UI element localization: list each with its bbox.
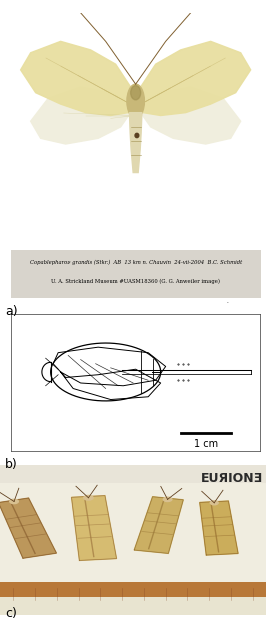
FancyBboxPatch shape [11,314,261,452]
Ellipse shape [210,501,218,504]
FancyBboxPatch shape [0,483,266,588]
Text: b): b) [5,458,18,470]
Text: ·: · [226,298,230,308]
Polygon shape [0,498,56,558]
Ellipse shape [135,133,139,138]
Ellipse shape [127,84,144,119]
Polygon shape [72,495,117,560]
Text: 1 cm: 1 cm [194,438,218,449]
Polygon shape [200,501,238,555]
FancyBboxPatch shape [0,465,266,615]
Polygon shape [31,87,131,144]
Ellipse shape [163,497,172,501]
Polygon shape [134,497,183,553]
FancyBboxPatch shape [11,249,261,298]
Ellipse shape [10,499,18,504]
Ellipse shape [84,495,93,500]
Polygon shape [136,41,251,115]
Text: c): c) [5,608,17,620]
Text: Copablepharον grandis (Stkr.)  AB  13 km n. Chauvin  24-vii-2004  B.C. Schmidt: Copablepharον grandis (Stkr.) AB 13 km n… [30,260,242,265]
Text: 5 mm: 5 mm [130,238,142,242]
FancyBboxPatch shape [0,582,266,600]
Ellipse shape [131,85,141,100]
Text: U. A. Strickland Museum #UASM18360 (G. G. Anweiler image): U. A. Strickland Museum #UASM18360 (G. G… [51,279,220,284]
Text: EUЯIONƎ: EUЯIONƎ [201,472,263,485]
Polygon shape [141,87,241,144]
Polygon shape [21,41,136,115]
Text: a): a) [5,305,18,318]
Polygon shape [129,113,142,172]
FancyBboxPatch shape [0,597,266,615]
